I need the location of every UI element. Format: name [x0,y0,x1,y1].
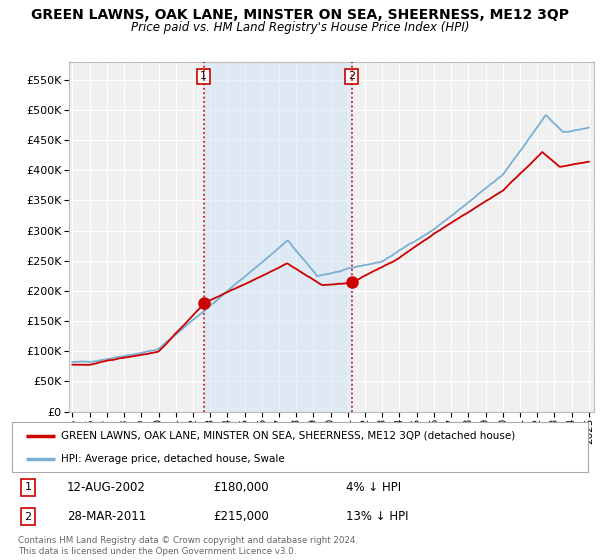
Text: 2: 2 [25,512,32,522]
Text: 1: 1 [200,71,207,81]
Text: £180,000: £180,000 [214,480,269,494]
Text: £215,000: £215,000 [214,510,269,523]
Text: HPI: Average price, detached house, Swale: HPI: Average price, detached house, Swal… [61,454,285,464]
Text: 13% ↓ HPI: 13% ↓ HPI [346,510,409,523]
Text: 2: 2 [348,71,355,81]
Text: Price paid vs. HM Land Registry's House Price Index (HPI): Price paid vs. HM Land Registry's House … [131,21,469,34]
Text: 28-MAR-2011: 28-MAR-2011 [67,510,146,523]
Text: 12-AUG-2002: 12-AUG-2002 [67,480,146,494]
Text: 1: 1 [25,482,32,492]
Text: GREEN LAWNS, OAK LANE, MINSTER ON SEA, SHEERNESS, ME12 3QP (detached house): GREEN LAWNS, OAK LANE, MINSTER ON SEA, S… [61,431,515,441]
Text: GREEN LAWNS, OAK LANE, MINSTER ON SEA, SHEERNESS, ME12 3QP: GREEN LAWNS, OAK LANE, MINSTER ON SEA, S… [31,8,569,22]
Text: Contains HM Land Registry data © Crown copyright and database right 2024.
This d: Contains HM Land Registry data © Crown c… [18,536,358,556]
Text: 4% ↓ HPI: 4% ↓ HPI [346,480,401,494]
